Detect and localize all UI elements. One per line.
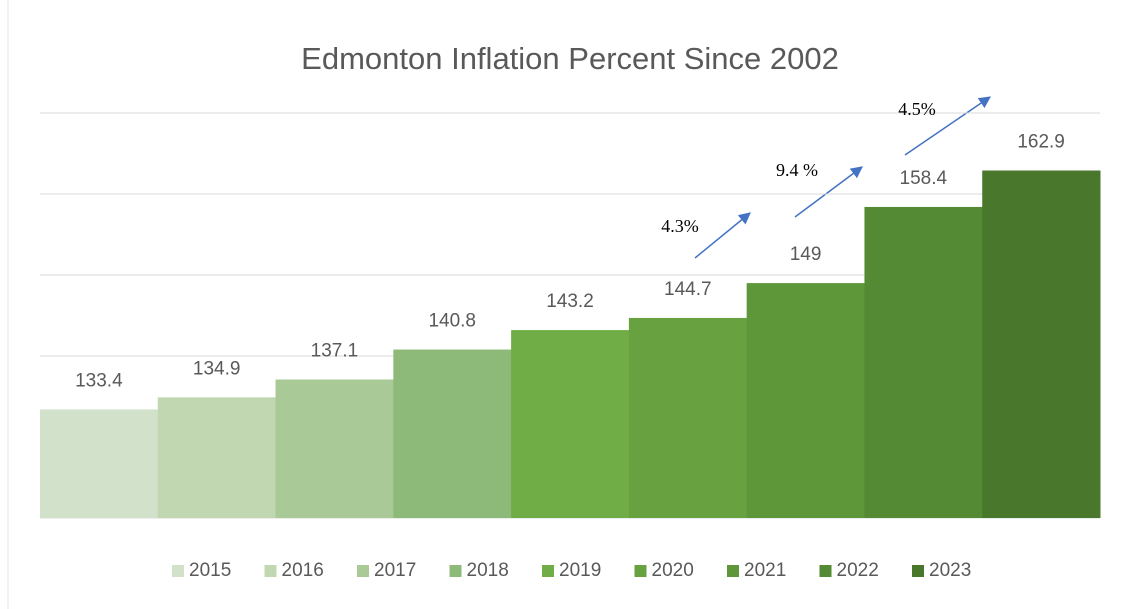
- legend-label: 2015: [189, 560, 231, 581]
- legend-swatch: [449, 565, 462, 577]
- legend-label: 2018: [467, 560, 509, 581]
- arrow: [904, 96, 991, 156]
- bar: [275, 379, 394, 518]
- legend-swatch: [819, 565, 832, 577]
- bar: [393, 349, 512, 518]
- data-label: 137.1: [311, 341, 359, 362]
- data-label: 134.9: [193, 358, 241, 379]
- data-label: 158.4: [900, 168, 948, 189]
- bar: [982, 170, 1101, 518]
- legend-label: 2023: [929, 560, 971, 581]
- arrow: [794, 166, 863, 218]
- legend-swatch: [357, 565, 369, 577]
- legend-label: 2019: [559, 560, 601, 581]
- annotation: 4.5%: [898, 99, 936, 119]
- legend-swatch: [912, 565, 924, 577]
- bar: [628, 317, 748, 518]
- data-label: 162.9: [1017, 132, 1065, 153]
- annotation: 4.3%: [661, 216, 699, 236]
- bar: [864, 206, 983, 518]
- chart-title: Edmonton Inflation Percent Since 2002: [301, 41, 839, 76]
- annotation: 9.4 %: [776, 160, 818, 180]
- data-label: 143.2: [546, 291, 594, 312]
- legend-swatch: [264, 565, 277, 577]
- legend-swatch: [542, 565, 554, 577]
- bar: [157, 397, 277, 518]
- legend-label: 2021: [744, 560, 786, 581]
- arrow: [694, 212, 751, 259]
- legend-swatch: [727, 565, 739, 577]
- legend-label: 2017: [374, 560, 416, 581]
- data-label: 133.4: [75, 370, 123, 391]
- legend-label: 2022: [837, 560, 879, 581]
- legend-swatch: [634, 565, 647, 577]
- data-label: 140.8: [428, 311, 476, 332]
- legend-label: 2020: [652, 560, 694, 581]
- data-label: 144.7: [664, 279, 712, 300]
- legend-swatch: [172, 565, 184, 577]
- bar: [511, 330, 630, 518]
- legend-label: 2016: [282, 560, 324, 581]
- data-label: 149: [790, 244, 822, 265]
- bar: [746, 283, 865, 518]
- bar: [40, 409, 159, 518]
